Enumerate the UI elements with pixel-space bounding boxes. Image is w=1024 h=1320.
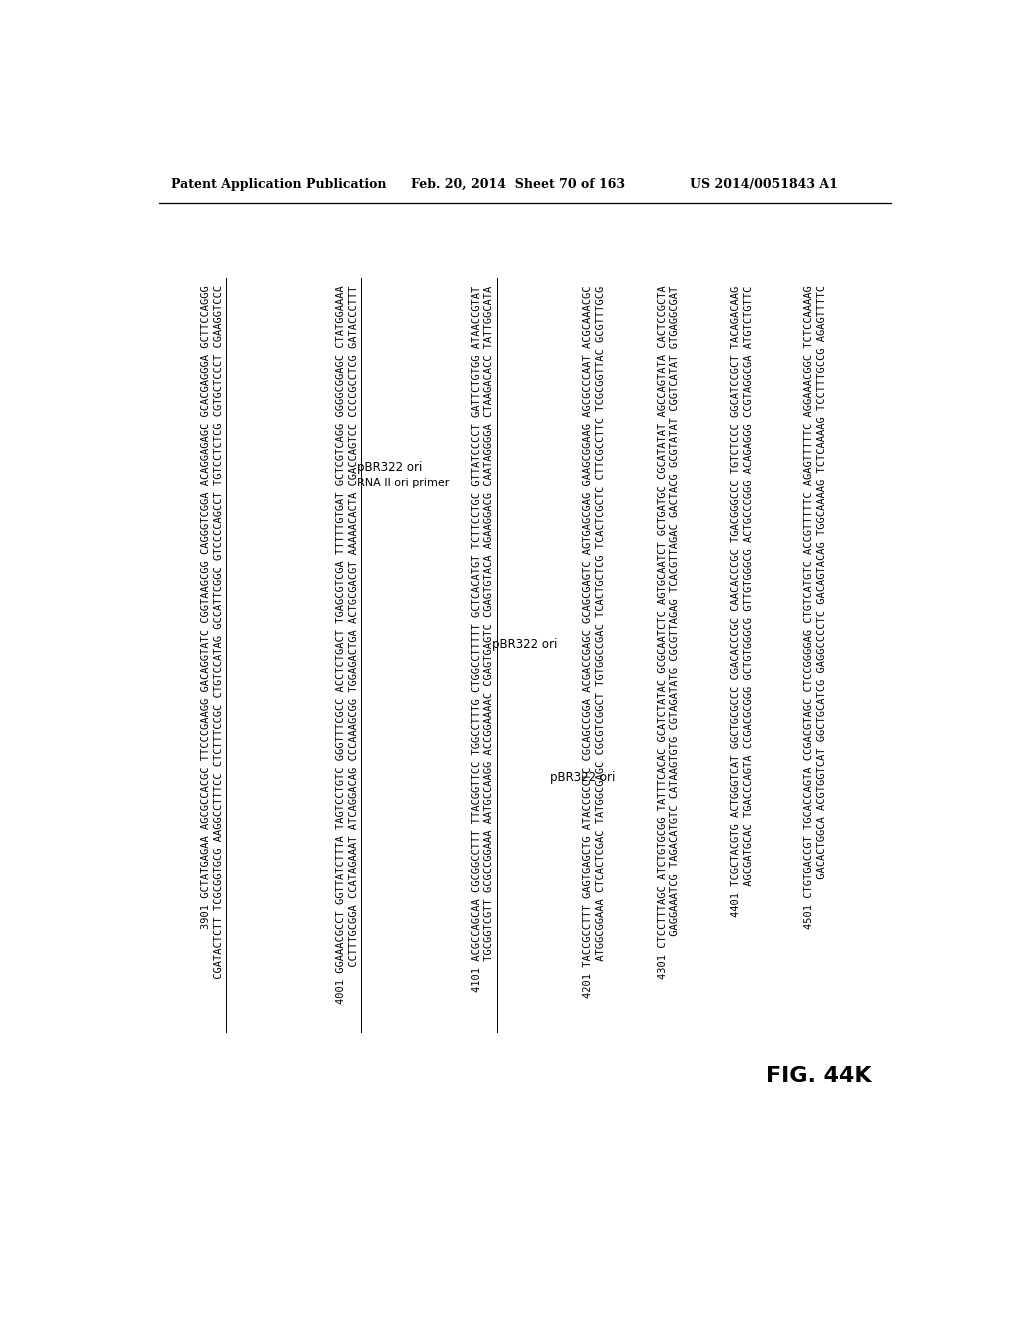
- Text: 4501 CTGTGACCGT TGCACCAGTA CCGACGTAGC CTCCGGGGAG CTGTCATGTC ACCGTTTTTC AGAGTTTTT: 4501 CTGTGACCGT TGCACCAGTA CCGACGTAGC CT…: [804, 285, 814, 929]
- Text: RNA II ori primer: RNA II ori primer: [356, 478, 449, 488]
- Text: pBR322 ori: pBR322 ori: [550, 771, 615, 784]
- Text: 4101 ACGCCAGCAA CGCGGCCTTT TTACGGTTCC TGGCCTTTG CTGGCCTTTTT GCTCACATGT TCTTCCTGC: 4101 ACGCCAGCAA CGCGGCCTTT TTACGGTTCC TG…: [472, 285, 481, 991]
- Text: 4301 CTCCTTTAGC ATCTGTGCGG TATTTCACAC GCATCTATAC GCGCAATCTC AGTGCAATCT GCTGATGC : 4301 CTCCTTTAGC ATCTGTGCGG TATTTCACAC GC…: [657, 285, 668, 979]
- Text: Patent Application Publication: Patent Application Publication: [171, 178, 386, 191]
- Text: 4201 TACCGCCTTT GAGTGAGCTG ATACCGCCTC CGCAGCCGGA ACGACCGAGC GCAGCGAGTC AGTGAGCGA: 4201 TACCGCCTTT GAGTGAGCTG ATACCGCCTC CG…: [584, 285, 593, 998]
- Text: US 2014/0051843 A1: US 2014/0051843 A1: [690, 178, 838, 191]
- Text: pBR322 ori: pBR322 ori: [356, 461, 422, 474]
- Text: CGATACTCTT TCGCGGTGCG AAGGCCTTTCC CTCTTTCCGC CTGTCCATAG GCCATTCGGC GTCCCCAGCCT T: CGATACTCTT TCGCGGTGCG AAGGCCTTTCC CTCTTT…: [214, 285, 223, 1010]
- Text: GAGGAAATCG TAGACATGTC CATAAGTGTG CGTAGATATG CGCGTTAGAG TCACGTTAGAC GACTACG GCGTA: GAGGAAATCG TAGACATGTC CATAAGTGTG CGTAGAT…: [670, 285, 680, 966]
- Text: AGCGATGCAC TGACCCAGTA CCGACGCGGG GCTGTGGGCG GTTGTGGGCG ACTGCCCGGG ACAGAGGG CCGTA: AGCGATGCAC TGACCCAGTA CCGACGCGGG GCTGTGG…: [743, 285, 754, 916]
- Text: 4001 GGAAACGCCT GGTTATCTTTA TAGTCCTGTC GGGTTTCGCC ACCTCTGACT TGAGCGTCGA TTTTTGTG: 4001 GGAAACGCCT GGTTATCTTTA TAGTCCTGTC G…: [336, 285, 346, 1005]
- Text: CCTTTGCGGA CCATAGAAAT ATCAGGACAG CCCAAAGCGG TGGAGACTGA ACTGCGACGT AAAAACACTA CGA: CCTTTGCGGA CCATAGAAAT ATCAGGACAG CCCAAAG…: [348, 285, 358, 998]
- Text: Feb. 20, 2014  Sheet 70 of 163: Feb. 20, 2014 Sheet 70 of 163: [411, 178, 625, 191]
- Text: pBR322 ori: pBR322 ori: [493, 638, 558, 651]
- Text: ATGGCGGAAA CTCACTCGAC TATGGCGAGC CGCGTCGGCT TGTGGCCGAC TCACTGCTCG TCACTCGCTC CTT: ATGGCGGAAA CTCACTCGAC TATGGCGAGC CGCGTCG…: [596, 285, 606, 991]
- Text: GACACTGGCA ACGTGGTCAT GGCTGCATCG GAGGCCCCTC GACAGTACAG TGGCAAAAG TCTCAAAAG TCCTT: GACACTGGCA ACGTGGTCAT GGCTGCATCG GAGGCCC…: [816, 285, 826, 911]
- Text: 4401 TCGCTACGTG ACTGGGTCAT GGCTGCGCCC CGACACCCGC CAACACCCGC TGACGGGCCC TGTCTCCC : 4401 TCGCTACGTG ACTGGGTCAT GGCTGCGCCC CG…: [731, 285, 741, 916]
- Text: TGCGGTCGTT GCGCCGGAAA AATGCCAAGG ACCGGAAAAC CGAGTGAGTC CGAGTGTACA AGAAGGACG CAAT: TGCGGTCGTT GCGCCGGAAA AATGCCAAGG ACCGGAA…: [484, 285, 495, 991]
- Text: 3901 GCTATGAGAA AGCGCCACGC TTCCCGAAGG GACAGGTATC CGGTAAGCGG CAGGGTCGGA ACAGGAGAG: 3901 GCTATGAGAA AGCGCCACGC TTCCCGAAGG GA…: [202, 285, 211, 929]
- Text: FIG. 44K: FIG. 44K: [767, 1067, 872, 1086]
